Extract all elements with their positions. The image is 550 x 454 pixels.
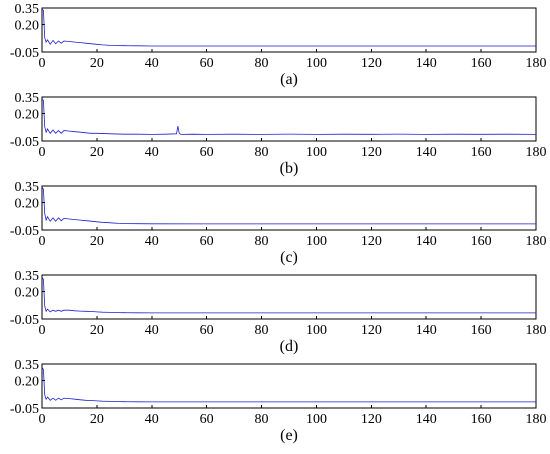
plot-frame: [41, 185, 537, 231]
y-tick-label: -0.05: [10, 135, 39, 150]
x-tick-label: 80: [255, 145, 269, 160]
x-tick-label: 60: [200, 234, 214, 249]
panel-3: 0.35 0.20 -0.050 20 40 60 80 100 120 140 160 180 (c): [10, 180, 547, 266]
x-tick-label: 180: [526, 412, 547, 427]
y-tick-label: -0.05: [10, 402, 39, 417]
plot-frame: [41, 7, 537, 53]
y-tick-label: -0.05: [10, 46, 39, 61]
x-tick-label: 20: [90, 145, 104, 160]
y-tick-label: 0.20: [15, 375, 40, 390]
panel-caption: (c): [280, 249, 298, 266]
x-tick-label: 40: [145, 234, 159, 249]
series-line-1: [41, 276, 536, 314]
x-tick-label: 80: [255, 56, 269, 71]
series-line-1: [41, 8, 536, 47]
series-line-1: [41, 367, 536, 403]
x-tick-label: 60: [200, 323, 214, 338]
y-tick-label: 0.20: [15, 108, 40, 123]
x-tick-label: 20: [90, 56, 104, 71]
x-tick-label: 180: [526, 145, 547, 160]
y-tick-label: -0.05: [10, 313, 39, 328]
panel-2: 0.35 0.20 -0.050 20 40 60 80 100 120 140 160 180 (b): [10, 91, 547, 177]
panel-4: 0.35 0.20 -0.050 20 40 60 80 100 120 140 160 180 (d): [10, 269, 547, 355]
y-tick-label: 0.35: [15, 2, 40, 17]
x-tick-label: 100: [306, 323, 327, 338]
x-tick-label: 0: [39, 234, 46, 249]
x-tick-label: 40: [145, 145, 159, 160]
x-tick-label: 100: [306, 234, 327, 249]
x-tick-label: 120: [361, 56, 382, 71]
panel-caption: (d): [280, 338, 299, 355]
y-tick-label: 0.35: [15, 358, 40, 373]
y-tick-label: 0.35: [15, 269, 40, 284]
x-tick-label: 20: [90, 234, 104, 249]
panel-caption: (a): [280, 71, 298, 88]
x-tick-label: 100: [306, 145, 327, 160]
x-tick-label: 60: [200, 56, 214, 71]
x-tick-label: 100: [306, 412, 327, 427]
x-tick-label: 120: [361, 412, 382, 427]
x-tick-label: 120: [361, 145, 382, 160]
y-tick-label: 0.35: [15, 91, 40, 106]
x-tick-label: 140: [416, 234, 437, 249]
x-tick-label: 20: [90, 323, 104, 338]
x-tick-label: 0: [39, 412, 46, 427]
y-tick-label: 0.20: [15, 286, 40, 301]
x-tick-label: 140: [416, 56, 437, 71]
x-tick-label: 40: [145, 56, 159, 71]
panel-caption: (e): [280, 427, 298, 444]
x-tick-label: 60: [200, 412, 214, 427]
x-tick-label: 0: [39, 56, 46, 71]
x-tick-label: 160: [471, 412, 492, 427]
x-tick-label: 160: [471, 234, 492, 249]
y-tick-label: 0.35: [15, 180, 40, 195]
x-tick-label: 60: [200, 145, 214, 160]
panel-1: 0.35 0.20 -0.050 20 40 60 80 100 120 140 160 180 (a): [10, 2, 547, 88]
x-tick-label: 80: [255, 234, 269, 249]
series-line-1: [41, 98, 537, 135]
x-tick-label: 160: [471, 323, 492, 338]
x-tick-label: 80: [255, 412, 269, 427]
x-tick-label: 120: [361, 234, 382, 249]
x-tick-label: 120: [361, 323, 382, 338]
x-tick-label: 180: [526, 323, 547, 338]
plot-frame: [41, 274, 537, 320]
x-tick-label: 140: [416, 323, 437, 338]
y-tick-label: 0.20: [15, 19, 40, 34]
plot-frame: [41, 363, 537, 409]
panel-caption: (b): [280, 160, 299, 177]
panel-5: 0.35 0.20 -0.050 20 40 60 80 100 120 140 160 180 (e): [10, 358, 547, 444]
y-tick-label: 0.20: [15, 197, 40, 212]
x-tick-label: 160: [471, 145, 492, 160]
x-tick-label: 20: [90, 412, 104, 427]
x-tick-label: 180: [526, 56, 547, 71]
series-line-1: [41, 186, 536, 225]
x-tick-label: 160: [471, 56, 492, 71]
x-tick-label: 100: [306, 56, 327, 71]
x-tick-label: 180: [526, 234, 547, 249]
x-tick-label: 140: [416, 145, 437, 160]
x-tick-label: 140: [416, 412, 437, 427]
x-tick-label: 40: [145, 412, 159, 427]
x-tick-label: 0: [39, 323, 46, 338]
x-tick-label: 40: [145, 323, 159, 338]
y-tick-label: -0.05: [10, 224, 39, 239]
plot-frame: [41, 96, 537, 142]
x-tick-label: 0: [39, 145, 46, 160]
x-tick-label: 80: [255, 323, 269, 338]
